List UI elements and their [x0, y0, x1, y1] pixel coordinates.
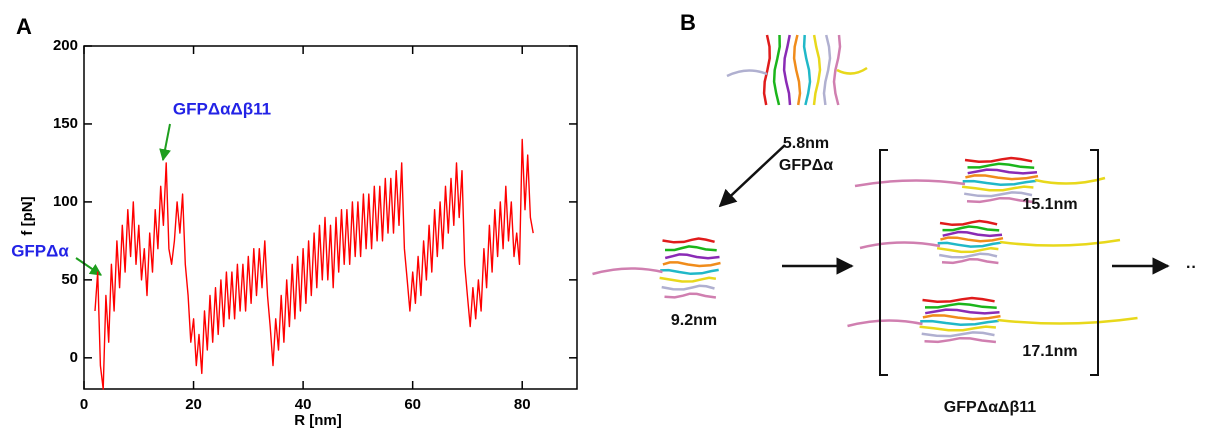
- x-tick-label: 0: [80, 396, 88, 413]
- tail: [854, 179, 966, 188]
- panel-label: B: [680, 10, 696, 35]
- tail: [836, 66, 868, 75]
- strand: [936, 246, 999, 254]
- extension-label: 17.1nm: [1022, 343, 1077, 360]
- strand: [942, 230, 1003, 238]
- strand: [772, 34, 781, 106]
- extension-label: 15.1nm: [1022, 196, 1077, 213]
- strand: [922, 296, 995, 304]
- annotation: GFPΔαΔβ11: [173, 99, 271, 118]
- y-tick-label: 100: [53, 193, 78, 210]
- strand: [924, 336, 997, 344]
- annotation: GFPΔα: [11, 241, 69, 260]
- tail: [726, 69, 768, 78]
- tail: [1034, 176, 1106, 185]
- strand: [782, 34, 792, 106]
- strand: [937, 241, 1002, 248]
- strand: [659, 276, 717, 283]
- y-tick-label: 200: [53, 37, 78, 54]
- strand: [664, 253, 720, 260]
- series-line: [94, 138, 534, 390]
- x-axis-label: R [nm]: [294, 412, 342, 429]
- x-tick-label: 60: [404, 396, 421, 413]
- tail: [997, 316, 1138, 325]
- strand: [966, 196, 1034, 204]
- strand: [920, 319, 999, 326]
- tail: [999, 238, 1121, 247]
- strand: [664, 292, 717, 299]
- strand: [967, 168, 1038, 175]
- y-axis-label: f [pN]: [19, 196, 36, 235]
- strand: [938, 252, 998, 259]
- plot: 0 20 40 60 80 0 50 100 150 200: [53, 37, 578, 413]
- x-tick-label: 20: [185, 396, 202, 413]
- strand: [967, 162, 1035, 169]
- strand: [939, 219, 998, 227]
- annotation-arrow: [75, 257, 102, 276]
- strand: [662, 237, 715, 244]
- strand: [921, 331, 995, 338]
- extension-label: 9.2nm: [671, 312, 717, 329]
- strand: [665, 245, 717, 252]
- tail: [592, 267, 663, 276]
- y-tick-label: 0: [70, 349, 78, 366]
- state-label: GFPΔα: [779, 157, 833, 174]
- plot-frame: [83, 45, 578, 390]
- strand: [922, 314, 1001, 321]
- x-tick-label: 40: [295, 396, 312, 413]
- annotation-arrow: [159, 123, 171, 162]
- strand: [662, 261, 721, 268]
- strand: [812, 34, 822, 106]
- strand: [661, 284, 715, 291]
- strand: [792, 34, 802, 106]
- strand: [822, 34, 832, 106]
- strand: [961, 185, 1034, 192]
- tail: [847, 319, 923, 328]
- strand: [802, 34, 812, 106]
- strand: [919, 325, 997, 332]
- strand: [941, 257, 999, 265]
- strand: [660, 268, 719, 276]
- strand: [942, 225, 1000, 232]
- strand: [964, 191, 1033, 198]
- strand: [832, 34, 842, 106]
- arrow: [718, 144, 786, 208]
- strand: [940, 236, 1004, 243]
- bracket: [879, 149, 888, 376]
- continuation: ··: [1186, 259, 1197, 276]
- strand: [962, 179, 1037, 186]
- structures: [592, 34, 1138, 344]
- x-tick-label: 80: [514, 396, 531, 413]
- state-label: GFPΔαΔβ11: [944, 399, 1037, 416]
- strand: [965, 174, 1039, 181]
- strand: [762, 34, 771, 106]
- bracket: [1090, 149, 1099, 376]
- y-tick-label: 50: [61, 271, 78, 288]
- strand: [925, 302, 997, 309]
- y-tick-label: 150: [53, 115, 78, 132]
- strand: [964, 156, 1033, 164]
- panel-label: A: [16, 14, 32, 39]
- tail: [859, 241, 941, 250]
- extension-label: 5.8nm: [783, 135, 829, 152]
- strand: [924, 308, 1000, 315]
